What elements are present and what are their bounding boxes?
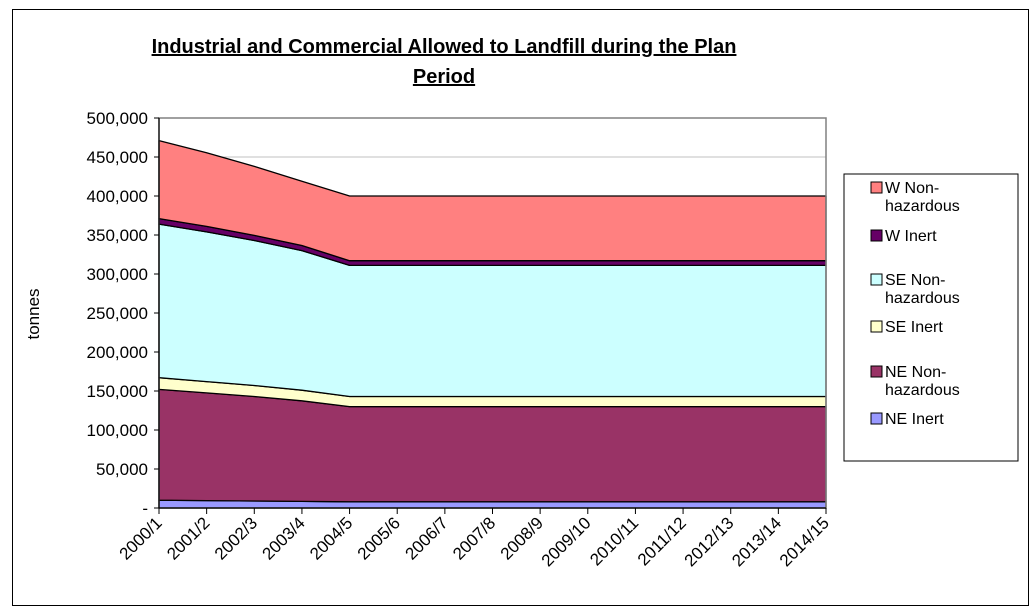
legend-swatch-se-non-hazardous xyxy=(870,273,883,286)
chart-frame: Industrial and Commercial Allowed to Lan… xyxy=(12,9,1029,606)
x-tick-label: 2003/4 xyxy=(259,513,309,563)
x-tick-label: 2001/2 xyxy=(163,513,213,563)
series-areas xyxy=(158,139,827,509)
legend-label-w-non-hazardous: W Non- xyxy=(885,180,939,197)
y-tick-label: - xyxy=(142,499,148,518)
y-tick-label: 150,000 xyxy=(87,382,148,401)
x-tick-label: 2004/5 xyxy=(306,513,356,563)
y-tick-label: 200,000 xyxy=(87,343,148,362)
legend-swatch-w-non-hazardous xyxy=(870,181,883,194)
x-tick-label: 2005/6 xyxy=(354,513,404,563)
x-tick-label: 2000/1 xyxy=(116,513,166,563)
y-tick-label: 400,000 xyxy=(87,187,148,206)
x-tick-label: 2002/3 xyxy=(211,513,261,563)
legend-label-se-inert: SE Inert xyxy=(885,319,943,336)
legend: W Non-hazardous W Inert SE Non-hazardous SE… xyxy=(843,173,1019,462)
x-tick-label: 2011/12 xyxy=(634,513,690,569)
legend-swatch-ne-non-hazardous xyxy=(870,365,883,378)
x-tick-label: 2012/13 xyxy=(681,513,738,570)
x-tick-label: 2007/8 xyxy=(449,513,499,563)
x-tick-labels: 2000/12001/22002/32003/42004/52005/62006… xyxy=(116,513,833,570)
axes xyxy=(154,117,827,514)
legend-label-ne-non-hazardous: NE Non- xyxy=(885,364,946,381)
chart-title-line-2: Period xyxy=(413,66,475,88)
y-tick-label: 100,000 xyxy=(87,421,148,440)
chart-canvas: Industrial and Commercial Allowed to Lan… xyxy=(24,36,1019,570)
legend-label-se-non-hazardous: SE Non- xyxy=(885,272,945,289)
legend-label-ne-inert: NE Inert xyxy=(885,411,944,428)
legend-swatch-ne-inert xyxy=(870,412,883,425)
y-tick-label: 350,000 xyxy=(87,226,148,245)
x-tick-label: 2009/10 xyxy=(538,513,595,570)
y-axis-title: tonnes xyxy=(24,288,43,339)
y-tick-label: 250,000 xyxy=(87,304,148,323)
legend-label-w-inert: W Inert xyxy=(885,228,937,245)
legend-label-se-non-hazardous: hazardous xyxy=(885,290,960,307)
x-tick-label: 2014/15 xyxy=(776,513,833,570)
legend-swatch-w-inert xyxy=(870,229,883,242)
y-tick-label: 450,000 xyxy=(87,148,148,167)
legend-swatch-se-inert xyxy=(870,320,883,333)
y-tick-label: 50,000 xyxy=(96,460,148,479)
y-tick-label: 500,000 xyxy=(87,109,148,128)
chart-title: Industrial and Commercial Allowed to Lan… xyxy=(152,36,737,88)
x-tick-label: 2006/7 xyxy=(401,513,451,563)
chart-title-line-1: Industrial and Commercial Allowed to Lan… xyxy=(152,36,737,58)
legend-label-w-non-hazardous: hazardous xyxy=(885,198,960,215)
legend-label-ne-non-hazardous: hazardous xyxy=(885,382,960,399)
x-tick-label: 2013/14 xyxy=(728,513,785,570)
y-tick-label: 300,000 xyxy=(87,265,148,284)
y-tick-labels: - 50,000 100,000 150,000 200,000 250,000 300,0… xyxy=(87,109,148,518)
x-tick-label: 2010/11 xyxy=(586,513,642,569)
